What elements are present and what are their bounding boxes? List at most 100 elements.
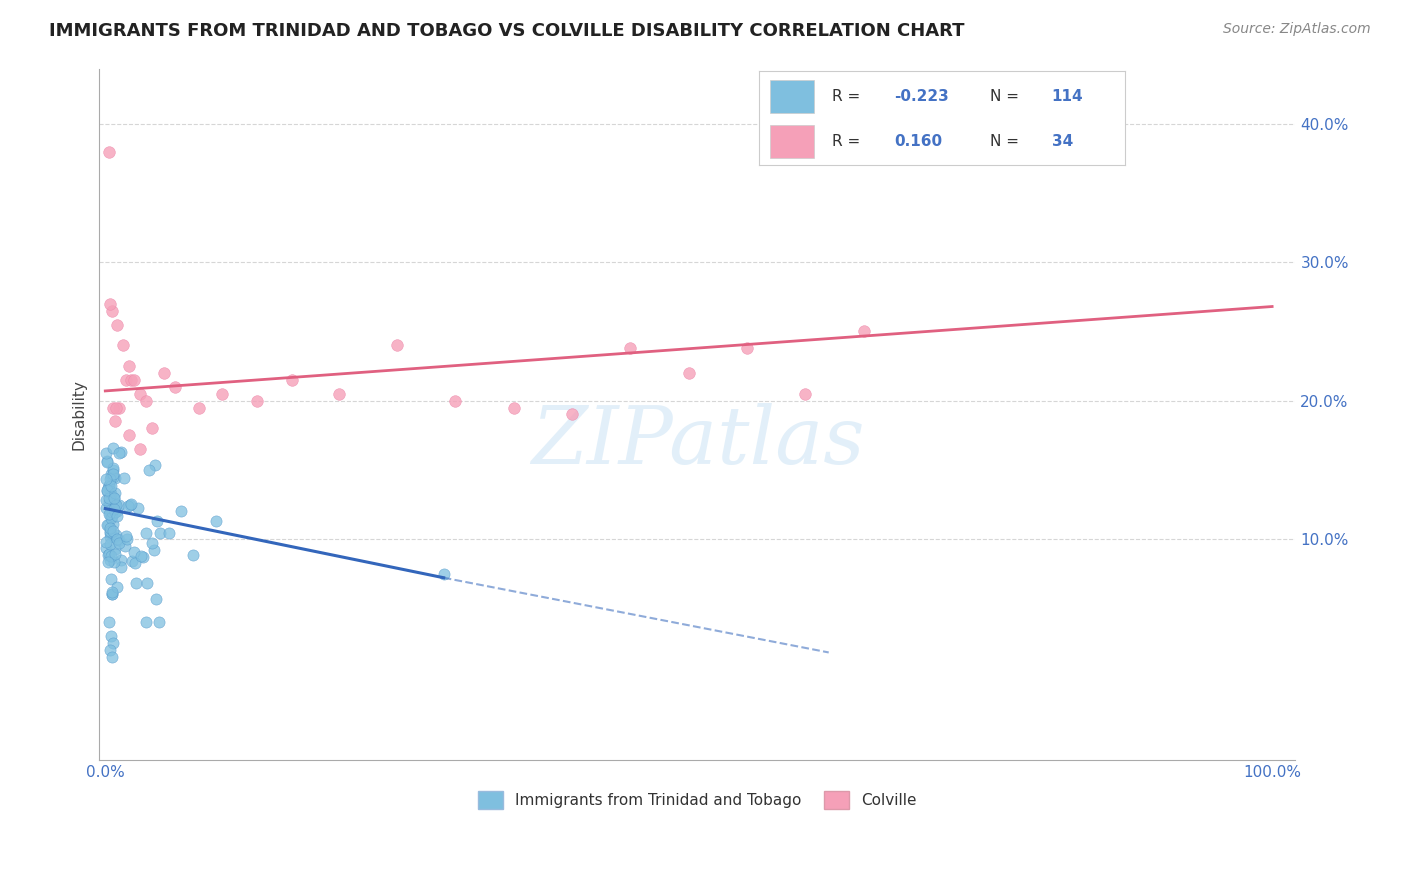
Point (98, 642, 121, 657)
Point (205, 514, 228, 528)
Text: 114: 114 (1052, 88, 1083, 103)
Point (124, 575, 146, 590)
Point (100, 549, 122, 563)
Legend: Immigrants from Trinidad and Tobago, Colville: Immigrants from Trinidad and Tobago, Col… (472, 785, 922, 815)
Point (117, 359, 139, 373)
Point (114, 539, 136, 553)
Text: ZIPatlas: ZIPatlas (530, 403, 865, 481)
Point (100, 486, 122, 500)
Point (103, 401, 125, 415)
Point (101, 587, 124, 601)
Point (101, 508, 124, 523)
Point (103, 517, 125, 532)
FancyBboxPatch shape (770, 79, 814, 112)
Point (100, 486, 122, 500)
Point (108, 498, 131, 512)
Point (96, 500, 118, 515)
Point (103, 470, 125, 484)
Point (561, 408, 583, 422)
Point (103, 485, 125, 500)
Text: N =: N = (990, 88, 1024, 103)
Point (104, 414, 127, 428)
Point (619, 341, 641, 355)
Point (98, 472, 121, 486)
Point (104, 499, 127, 513)
Point (165, 380, 187, 394)
Point (328, 386, 350, 401)
Point (129, 549, 152, 564)
Point (97, 555, 120, 569)
Point (794, 386, 817, 401)
Point (135, 393, 157, 408)
Point (100, 470, 122, 484)
Point (138, 463, 160, 477)
Point (105, 318, 128, 332)
Point (108, 533, 131, 548)
Point (103, 491, 125, 505)
Point (502, 401, 524, 415)
Point (104, 505, 127, 519)
Point (129, 442, 152, 456)
Point (170, 503, 193, 517)
Point (127, 501, 149, 516)
Point (101, 467, 124, 481)
Point (96, 483, 118, 498)
Point (108, 535, 131, 549)
Point (120, 373, 142, 387)
Point (100, 467, 122, 481)
FancyBboxPatch shape (770, 125, 814, 158)
Point (111, 338, 134, 352)
Point (97, 481, 120, 495)
Point (141, 536, 163, 550)
Point (97, 615, 120, 629)
Point (117, 428, 139, 442)
Point (100, 511, 122, 525)
Point (444, 393, 467, 408)
Point (187, 401, 209, 415)
Point (143, 543, 166, 558)
Point (103, 442, 125, 456)
Point (104, 541, 127, 556)
Point (97, 478, 120, 492)
Point (105, 503, 128, 517)
Point (101, 524, 124, 538)
Point (104, 547, 127, 561)
Point (104, 497, 127, 511)
Point (149, 525, 172, 540)
Point (143, 458, 166, 472)
Point (101, 303, 124, 318)
Point (124, 373, 146, 387)
Point (96, 472, 118, 486)
Point (141, 421, 163, 435)
Point (145, 514, 167, 528)
Point (108, 446, 131, 460)
Point (112, 470, 135, 484)
Point (103, 530, 125, 544)
Point (105, 528, 128, 542)
Point (103, 501, 125, 516)
Point (103, 636, 125, 650)
Point (246, 393, 269, 408)
Point (101, 461, 124, 475)
Point (122, 545, 145, 559)
Point (100, 508, 122, 522)
Point (98, 536, 121, 550)
Point (96, 493, 118, 508)
Point (159, 525, 181, 540)
Point (104, 471, 127, 485)
Point (129, 386, 152, 401)
Point (108, 401, 131, 415)
Point (135, 615, 157, 629)
Point (101, 587, 124, 601)
Point (96, 541, 118, 555)
Point (96, 517, 118, 532)
Text: R =: R = (832, 134, 870, 149)
Point (181, 548, 204, 562)
Point (120, 498, 142, 512)
Point (110, 560, 132, 574)
Point (100, 524, 122, 539)
Point (96, 454, 118, 468)
Point (852, 325, 875, 339)
Point (103, 555, 125, 569)
Point (115, 532, 138, 546)
